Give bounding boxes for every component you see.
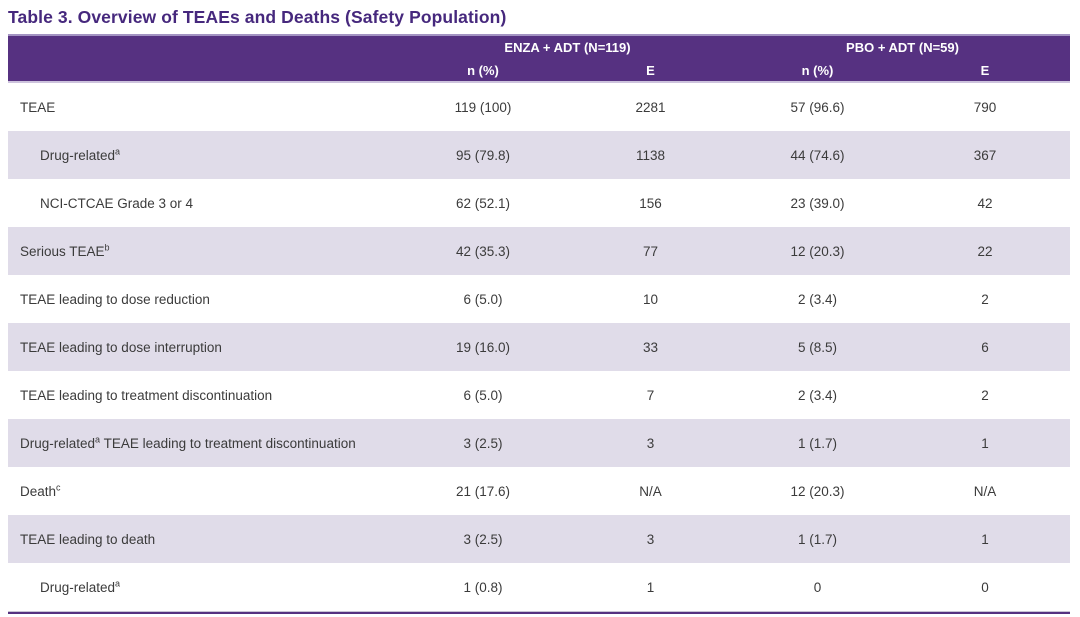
table-title: Table 3. Overview of TEAEs and Deaths (S… (8, 7, 507, 27)
cell-enza-e: 156 (639, 195, 662, 211)
table-row: Drug-relateda TEAE leading to treatment … (8, 419, 1070, 467)
subheader-enza-n-pct: n (%) (467, 62, 499, 78)
cell-pbo-n-pct: 44 (74.6) (790, 147, 845, 163)
cell-enza-e: 3 (646, 435, 655, 451)
cell-enza-n-pct: 6 (5.0) (463, 387, 503, 403)
row-label: Drug-relateda (8, 146, 400, 163)
cell-enza-e: 10 (642, 291, 659, 307)
row-label-text-after: TEAE leading to treatment discontinuatio… (100, 435, 356, 451)
row-label-text: TEAE leading to death (20, 531, 156, 547)
row-label-superscript: a (115, 146, 121, 156)
cell-pbo-n-pct: 57 (96.6) (790, 99, 845, 115)
cell-pbo-n-pct: 12 (20.3) (790, 243, 845, 259)
row-label: TEAE leading to death (8, 532, 400, 547)
subheader-enza-e: E (646, 62, 655, 78)
cell-enza-n-pct: 42 (35.3) (455, 243, 511, 259)
cell-enza-e: 3 (646, 531, 655, 547)
table-bottom-rule (8, 611, 1070, 614)
row-label: TEAE leading to treatment discontinuatio… (8, 388, 400, 403)
table-row: TEAE leading to dose interruption 19 (16… (8, 323, 1070, 371)
table-header: ENZA + ADT (N=119) PBO + ADT (N=59) n (%… (8, 34, 1070, 83)
cell-pbo-e: 42 (977, 195, 993, 211)
subheader-pbo-n-pct: n (%) (801, 62, 834, 78)
row-label: Drug-relateda (8, 578, 400, 595)
row-label: NCI-CTCAE Grade 3 or 4 (8, 196, 400, 211)
cell-enza-n-pct: 62 (52.1) (455, 195, 511, 211)
row-label-text: Serious TEAE (20, 243, 105, 259)
cell-pbo-e: 0 (981, 579, 989, 595)
row-label: Serious TEAEb (8, 242, 400, 259)
row-label-superscript: c (56, 482, 61, 492)
table-row: Serious TEAEb 42 (35.3) 77 12 (20.3) 22 (8, 227, 1070, 275)
cell-enza-n-pct: 3 (2.5) (463, 435, 503, 451)
cell-pbo-n-pct: 12 (20.3) (790, 483, 845, 499)
cell-pbo-n-pct: 2 (3.4) (797, 291, 838, 307)
row-label-superscript: b (104, 242, 110, 252)
row-label-text: TEAE leading to treatment discontinuatio… (20, 387, 273, 403)
cell-pbo-e: N/A (973, 483, 997, 499)
row-label: TEAE (8, 100, 400, 115)
cell-pbo-e: 1 (981, 435, 989, 451)
cell-pbo-n-pct: 23 (39.0) (790, 195, 845, 211)
cell-enza-n-pct: 6 (5.0) (463, 291, 503, 307)
table-row: Drug-relateda 95 (79.8) 1138 44 (74.6) 3… (8, 131, 1070, 179)
cell-pbo-e: 790 (973, 99, 997, 115)
cell-pbo-e: 6 (981, 339, 989, 355)
row-label-text: TEAE leading to dose interruption (20, 339, 222, 355)
table-row: TEAE leading to death 3 (2.5) 3 1 (1.7) … (8, 515, 1070, 563)
cell-enza-n-pct: 95 (79.8) (455, 147, 511, 163)
cell-pbo-n-pct: 5 (8.5) (797, 339, 838, 355)
cell-pbo-n-pct: 1 (1.7) (797, 531, 838, 547)
row-label-text: Drug-related (40, 147, 116, 163)
row-label: TEAE leading to dose interruption (8, 340, 400, 355)
row-label-text: Death (20, 483, 57, 499)
cell-pbo-e: 367 (973, 147, 997, 163)
cell-pbo-e: 2 (981, 387, 989, 403)
table-body: TEAE 119 (100) 2281 57 (96.6) 790 Drug-r… (8, 83, 1070, 611)
subheader-pbo-e: E (980, 62, 990, 78)
cell-enza-e: 1 (646, 579, 655, 595)
cell-pbo-e: 1 (981, 531, 989, 547)
row-label-text: TEAE (20, 99, 56, 115)
subheader-row: n (%) E n (%) E (8, 59, 1070, 81)
cell-pbo-n-pct: 1 (1.7) (797, 435, 838, 451)
row-label-text: Drug-related (40, 579, 116, 595)
cell-enza-e: 2281 (635, 99, 666, 115)
cell-enza-e: 77 (642, 243, 659, 259)
teae-safety-table: ENZA + ADT (N=119) PBO + ADT (N=59) n (%… (8, 34, 1070, 614)
table-row: TEAE leading to treatment discontinuatio… (8, 371, 1070, 419)
row-label-superscript: a (115, 578, 121, 588)
cell-enza-e: 33 (642, 339, 659, 355)
cell-pbo-n-pct: 0 (813, 579, 822, 595)
table-row: TEAE 119 (100) 2281 57 (96.6) 790 (8, 83, 1070, 131)
row-label: Deathc (8, 482, 400, 499)
table-row: NCI-CTCAE Grade 3 or 4 62 (52.1) 156 23 … (8, 179, 1070, 227)
cell-pbo-n-pct: 2 (3.4) (797, 387, 838, 403)
cell-enza-n-pct: 1 (0.8) (463, 579, 503, 595)
cell-enza-e: N/A (639, 483, 662, 499)
row-label-superscript: a (95, 434, 101, 444)
group-header-row: ENZA + ADT (N=119) PBO + ADT (N=59) (8, 36, 1070, 59)
cell-enza-n-pct: 3 (2.5) (463, 531, 503, 547)
row-label: Drug-relateda TEAE leading to treatment … (8, 434, 400, 451)
group-header-pbo-adt: PBO + ADT (N=59) (846, 40, 959, 55)
table-row: Drug-relateda 1 (0.8) 1 0 0 (8, 563, 1070, 611)
row-label: TEAE leading to dose reduction (8, 292, 400, 307)
cell-enza-n-pct: 19 (16.0) (455, 339, 511, 355)
cell-enza-n-pct: 119 (100) (454, 99, 512, 115)
table-row: TEAE leading to dose reduction 6 (5.0) 1… (8, 275, 1070, 323)
group-header-enza-adt: ENZA + ADT (N=119) (504, 40, 631, 55)
cell-pbo-e: 2 (981, 291, 989, 307)
cell-pbo-e: 22 (977, 243, 993, 259)
row-label-text: TEAE leading to dose reduction (20, 291, 210, 307)
row-label-text: Drug-related (20, 435, 96, 451)
cell-enza-n-pct: 21 (17.6) (455, 483, 511, 499)
row-label-text: NCI-CTCAE Grade 3 or 4 (40, 195, 194, 211)
table-row: Deathc 21 (17.6) N/A 12 (20.3) N/A (8, 467, 1070, 515)
cell-enza-e: 7 (646, 387, 655, 403)
cell-enza-e: 1138 (635, 147, 666, 163)
